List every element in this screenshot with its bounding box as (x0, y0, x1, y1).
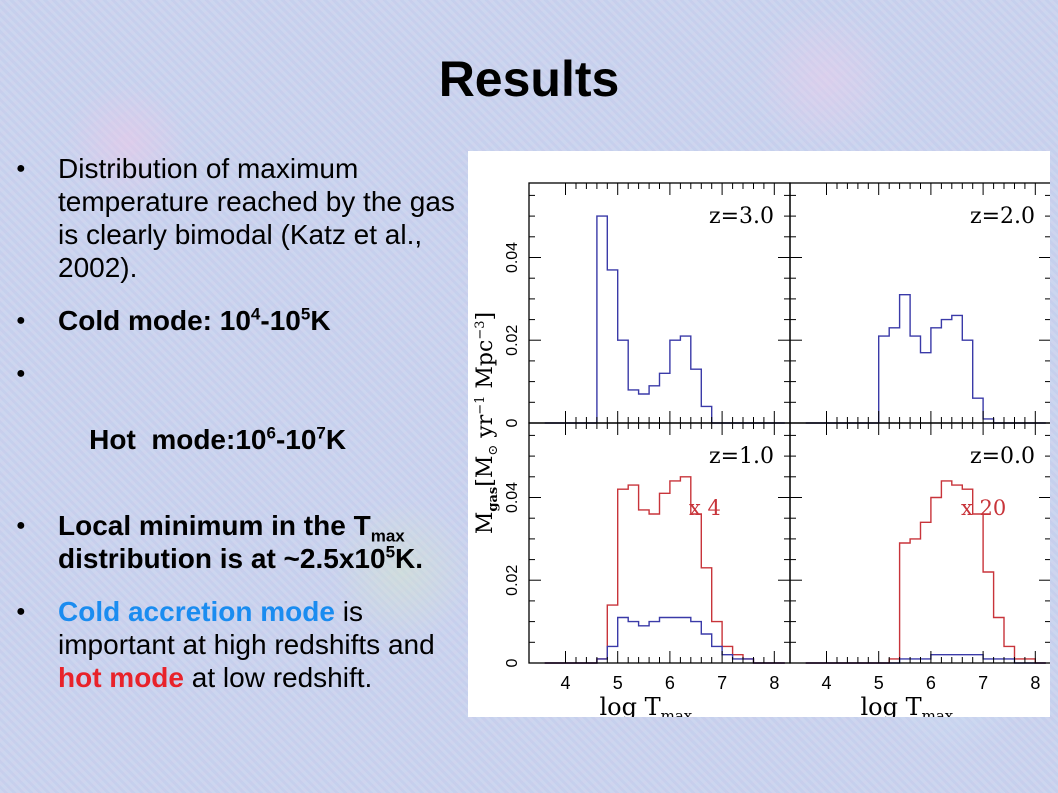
y-axis-label-part: yr (473, 414, 498, 444)
local-min-part2: distribution is at ~2.5x10 (58, 543, 386, 574)
local-min-sup: 5 (385, 542, 396, 562)
hot-mode-highlight: hot mode (58, 662, 184, 693)
x-tick-label: 5 (613, 673, 623, 693)
x-tick-label: 8 (769, 673, 779, 693)
y-axis-label-exp: −3 (473, 320, 488, 339)
x-tick-label: 8 (1030, 673, 1040, 693)
y-axis-label-exp: −1 (473, 396, 488, 415)
bullet-local-minimum: ● Local minimum in the Tmax distribution… (14, 509, 462, 575)
accretion-text-2: at low redshift. (184, 662, 373, 693)
local-min-part3: K. (395, 543, 424, 574)
y-tick-label: 0 (504, 418, 521, 427)
panel-multiplier-label: x 20 (961, 496, 1006, 520)
cold-mode-prefix: Cold mode: 10 (58, 305, 251, 336)
bullet-dot-icon: ● (16, 603, 26, 620)
bullet-dot-icon: ● (16, 365, 26, 382)
y-tick-label: 0.02 (504, 325, 521, 356)
y-axis-label-part: [M (473, 456, 498, 487)
hot-mode-exp2: 7 (316, 423, 326, 443)
bullet-hot-mode: ● Hot mode:106-107K (14, 357, 462, 489)
x-tick-label: 7 (978, 673, 988, 693)
y-axis-label-part: ] (473, 312, 498, 321)
y-axis-label-sun: ⊙ (486, 445, 501, 456)
x-tick-label: 6 (665, 673, 675, 693)
cold-mode-suffix: K (310, 305, 331, 336)
y-tick-label: 0 (504, 658, 521, 667)
hot-mode-exp1: 6 (266, 423, 276, 443)
x-tick-label: 7 (717, 673, 727, 693)
chart-background (468, 151, 1050, 717)
x-axis-label-subscript: max (922, 707, 954, 717)
y-axis-label-subscript: gas (486, 487, 501, 512)
panel-redshift-label: z=3.0 (709, 204, 774, 229)
panel-multiplier-label: x 4 (689, 496, 721, 520)
hot-mode-mid: -10 (275, 424, 317, 455)
x-tick-label: 6 (926, 673, 936, 693)
bullet-text: Distribution of maximum temperature reac… (58, 153, 455, 283)
bullet-cold-mode: ● Cold mode: 104-105K (14, 304, 462, 337)
x-tick-label: 4 (822, 673, 832, 693)
local-min-sub: max (370, 526, 405, 546)
cold-mode-exp2: 5 (300, 304, 311, 324)
y-axis-label-part: Mpc (473, 340, 498, 396)
bullet-bimodal: ● Distribution of maximum temperature re… (14, 152, 462, 284)
cold-accretion-highlight: Cold accretion mode (58, 596, 335, 627)
bullet-dot-icon: ● (16, 160, 26, 177)
x-axis-label-subscript: max (661, 707, 693, 717)
cold-mode-mid: -10 (260, 305, 301, 336)
y-tick-label: 0.04 (504, 242, 521, 273)
accretion-text-1: is important at high redshifts and (58, 596, 435, 660)
y-axis-label: Mgas[M⊙ yr−1 Mpc−3] (473, 312, 501, 534)
bullet-dot-icon: ● (16, 312, 26, 329)
x-tick-label: 5 (874, 673, 884, 693)
panel-redshift-label: z=1.0 (709, 444, 774, 469)
cold-mode-exp1: 4 (250, 304, 261, 324)
local-min-part1: Local minimum in the T (58, 510, 371, 541)
bullet-list: ● Distribution of maximum temperature re… (14, 152, 462, 714)
panel-redshift-label: z=0.0 (970, 444, 1035, 469)
bullet-dot-icon: ● (16, 517, 26, 534)
y-tick-label: 0.02 (504, 565, 521, 596)
x-tick-label: 4 (561, 673, 571, 693)
hot-mode-prefix: Hot mode:10 (89, 424, 267, 455)
panel-redshift-label: z=2.0 (970, 204, 1035, 229)
slide-title: Results (438, 51, 620, 107)
bullet-accretion-modes: ● Cold accretion mode is important at hi… (14, 595, 462, 694)
y-tick-label: 0.04 (504, 482, 521, 513)
hot-mode-suffix: K (325, 424, 347, 455)
